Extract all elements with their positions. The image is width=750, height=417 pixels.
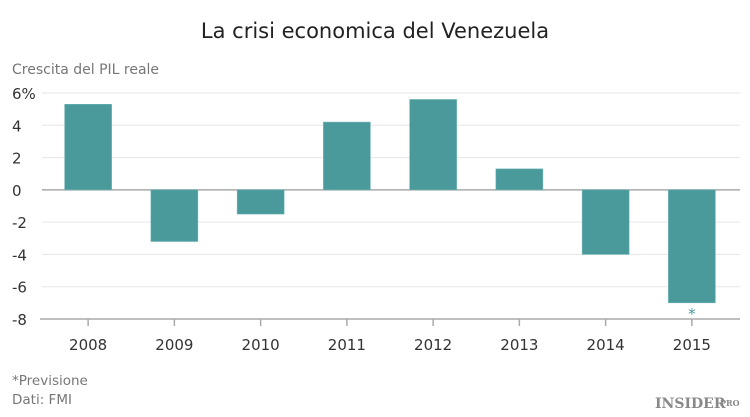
x-tick-label: 2012 [414,336,452,354]
bar-2008 [64,104,112,191]
bar-2011 [323,121,371,191]
x-tick-label: 2015 [673,336,711,354]
y-tick-label: 4 [12,117,22,135]
x-tick-label: 2013 [500,336,538,354]
forecast-asterisk: * [688,305,696,323]
bar-2009 [150,189,199,242]
footnote-source: Dati: FMI [12,392,72,408]
x-tick-label: 2014 [587,336,625,354]
bar-2015 [668,189,716,304]
logo-suffix: PRO [720,398,740,408]
y-tick-label: -4 [12,246,27,264]
x-tick-label: 2010 [242,336,280,354]
y-tick-label: -2 [12,214,27,232]
bar-2014 [581,189,630,255]
bar-2012 [409,99,457,191]
bar-2013 [495,168,544,191]
y-axis-label: Crescita del PIL reale [12,62,159,78]
y-tick-label: 0 [12,182,22,200]
insider-pro-logo: INSIDER PRO [655,396,740,412]
x-tick-label: 2011 [328,336,366,354]
y-tick-label: 2 [12,150,22,168]
bar-2010 [236,189,285,215]
x-tick-label: 2008 [69,336,107,354]
y-tick-label: 6% [12,85,36,103]
y-tick-label: -6 [12,279,27,297]
footnote-forecast: *Previsione [12,373,88,389]
logo-text: INSIDER [655,396,726,412]
x-tick-label: 2009 [155,336,193,354]
y-tick-label: -8 [12,311,27,329]
chart-title: La crisi economica del Venezuela [201,19,549,43]
